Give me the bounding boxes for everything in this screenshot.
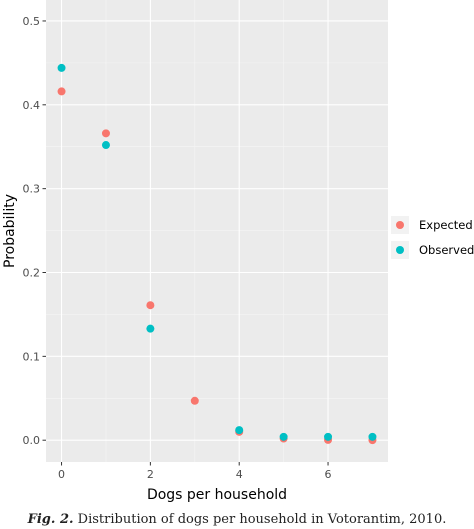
expected-point — [57, 87, 66, 96]
y-tick-label: 0.3 — [23, 183, 41, 196]
x-tick-label: 2 — [147, 468, 154, 481]
y-tick-label: 0.5 — [23, 15, 41, 28]
expected-point — [190, 396, 199, 405]
y-axis-tick-labels: 0.0 0.1 0.2 0.3 0.4 0.5 — [23, 15, 41, 447]
y-tick-label: 0.4 — [23, 99, 41, 112]
y-axis-title: Probability — [2, 194, 18, 268]
y-tick-label: 0.2 — [23, 267, 41, 280]
legend-label-observed: Observed — [419, 243, 474, 257]
observed-point — [279, 432, 288, 441]
expected-point — [146, 301, 155, 310]
x-axis-title: Dogs per household — [147, 487, 287, 503]
observed-point — [235, 426, 244, 435]
axis-ticks — [42, 20, 329, 466]
y-tick-label: 0.1 — [23, 350, 41, 363]
x-tick-label: 0 — [58, 468, 65, 481]
x-tick-label: 6 — [325, 468, 332, 481]
expected-point — [101, 129, 110, 138]
figure-caption: Fig. 2. Distribution of dogs per househo… — [0, 512, 474, 527]
chart: 0.0 0.1 0.2 0.3 0.4 0.5 0 2 4 6 Dogs per househo… — [2, 0, 474, 503]
observed-point — [146, 324, 155, 333]
observed-point — [368, 432, 377, 441]
y-tick-label: 0.0 — [23, 434, 41, 447]
caption-text: Distribution of dogs per household in Vo… — [77, 512, 447, 527]
x-tick-label: 4 — [236, 468, 243, 481]
observed-point — [101, 141, 110, 150]
legend-label-expected: Expected — [419, 218, 473, 232]
caption-label: Fig. 2. — [27, 512, 74, 527]
plot-panel — [46, 0, 388, 462]
data-points — [57, 63, 377, 445]
legend: Expected Observed — [391, 216, 474, 259]
observed-point — [57, 63, 66, 72]
legend-key-expected — [396, 221, 404, 229]
legend-key-observed — [396, 246, 404, 254]
x-axis-tick-labels: 0 2 4 6 — [58, 468, 331, 481]
observed-point — [324, 432, 333, 441]
